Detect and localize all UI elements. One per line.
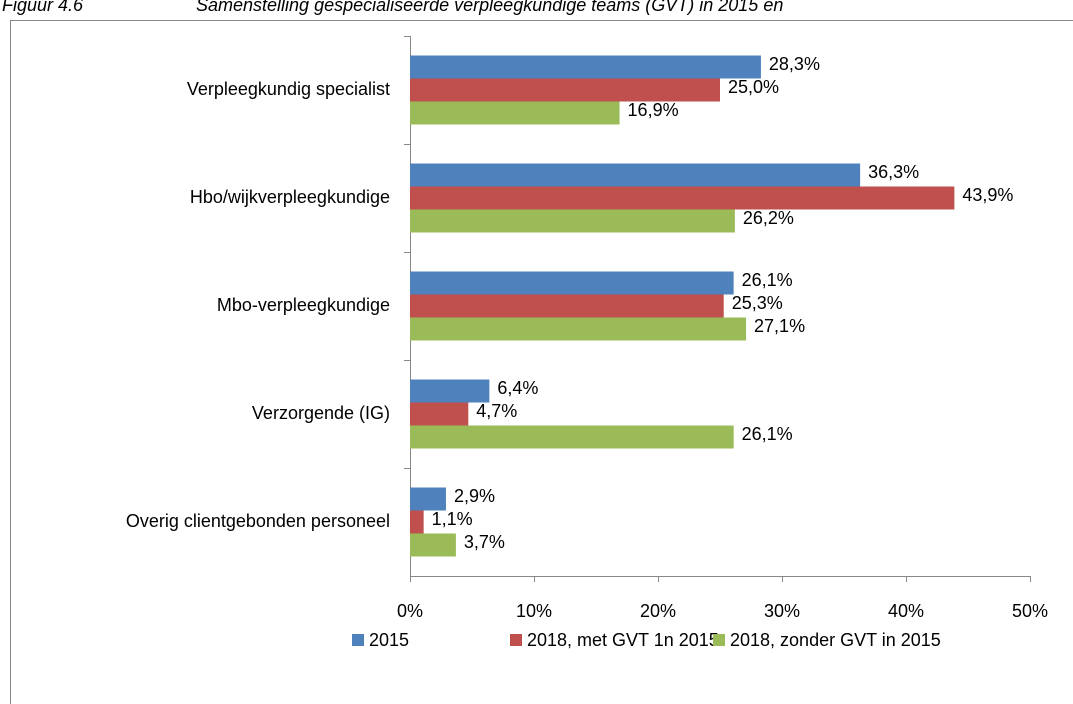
x-tick-label: 40% <box>888 601 924 621</box>
data-label: 2,9% <box>454 486 495 506</box>
y-tick-label: Verpleegkundig specialist <box>187 79 390 99</box>
data-label: 36,3% <box>868 162 919 182</box>
legend-label: 2018, met GVT 1n 2015 <box>527 630 719 650</box>
data-label: 3,7% <box>464 532 505 552</box>
legend-swatch <box>713 634 725 646</box>
chart-subtitle: Samenstelling gespecialiseerde verpleegk… <box>196 0 783 15</box>
bar <box>410 425 734 449</box>
data-label: 43,9% <box>962 185 1013 205</box>
data-label: 26,2% <box>743 208 794 228</box>
x-tick-label: 0% <box>397 601 423 621</box>
data-label: 28,3% <box>769 54 820 74</box>
bar <box>410 209 735 233</box>
chart-frame <box>10 20 1073 704</box>
data-label: 1,1% <box>432 509 473 529</box>
legend-swatch <box>510 634 522 646</box>
x-tick-label: 50% <box>1012 601 1048 621</box>
data-label: 26,1% <box>742 270 793 290</box>
x-tick-label: 20% <box>640 601 676 621</box>
data-label: 26,1% <box>742 424 793 444</box>
bar <box>410 317 747 341</box>
chart-title: Figuur 4.6 <box>2 0 84 15</box>
bar <box>410 487 446 511</box>
bar <box>410 101 620 125</box>
legend-label: 2018, zonder GVT in 2015 <box>730 630 941 650</box>
bar <box>410 78 720 102</box>
y-tick-label: Hbo/wijkverpleegkundige <box>190 187 390 207</box>
data-label: 27,1% <box>754 316 805 336</box>
bar <box>410 402 469 426</box>
bar <box>410 55 761 79</box>
data-label: 25,3% <box>732 293 783 313</box>
bar <box>410 379 490 403</box>
y-tick-label: Verzorgende (IG) <box>252 403 390 423</box>
bar <box>410 533 456 557</box>
bar <box>410 163 861 187</box>
data-label: 6,4% <box>497 378 538 398</box>
data-label: 16,9% <box>628 100 679 120</box>
data-label: 25,0% <box>728 77 779 97</box>
y-tick-label: Overig clientgebonden personeel <box>126 511 390 531</box>
bar <box>410 271 734 295</box>
bar <box>410 510 424 534</box>
x-tick-label: 10% <box>516 601 552 621</box>
bar <box>410 294 724 318</box>
legend-label: 2015 <box>369 630 409 650</box>
y-tick-label: Mbo-verpleegkundige <box>217 295 390 315</box>
bar <box>410 186 955 210</box>
data-label: 4,7% <box>476 401 517 421</box>
legend-swatch <box>352 634 364 646</box>
x-tick-label: 30% <box>764 601 800 621</box>
